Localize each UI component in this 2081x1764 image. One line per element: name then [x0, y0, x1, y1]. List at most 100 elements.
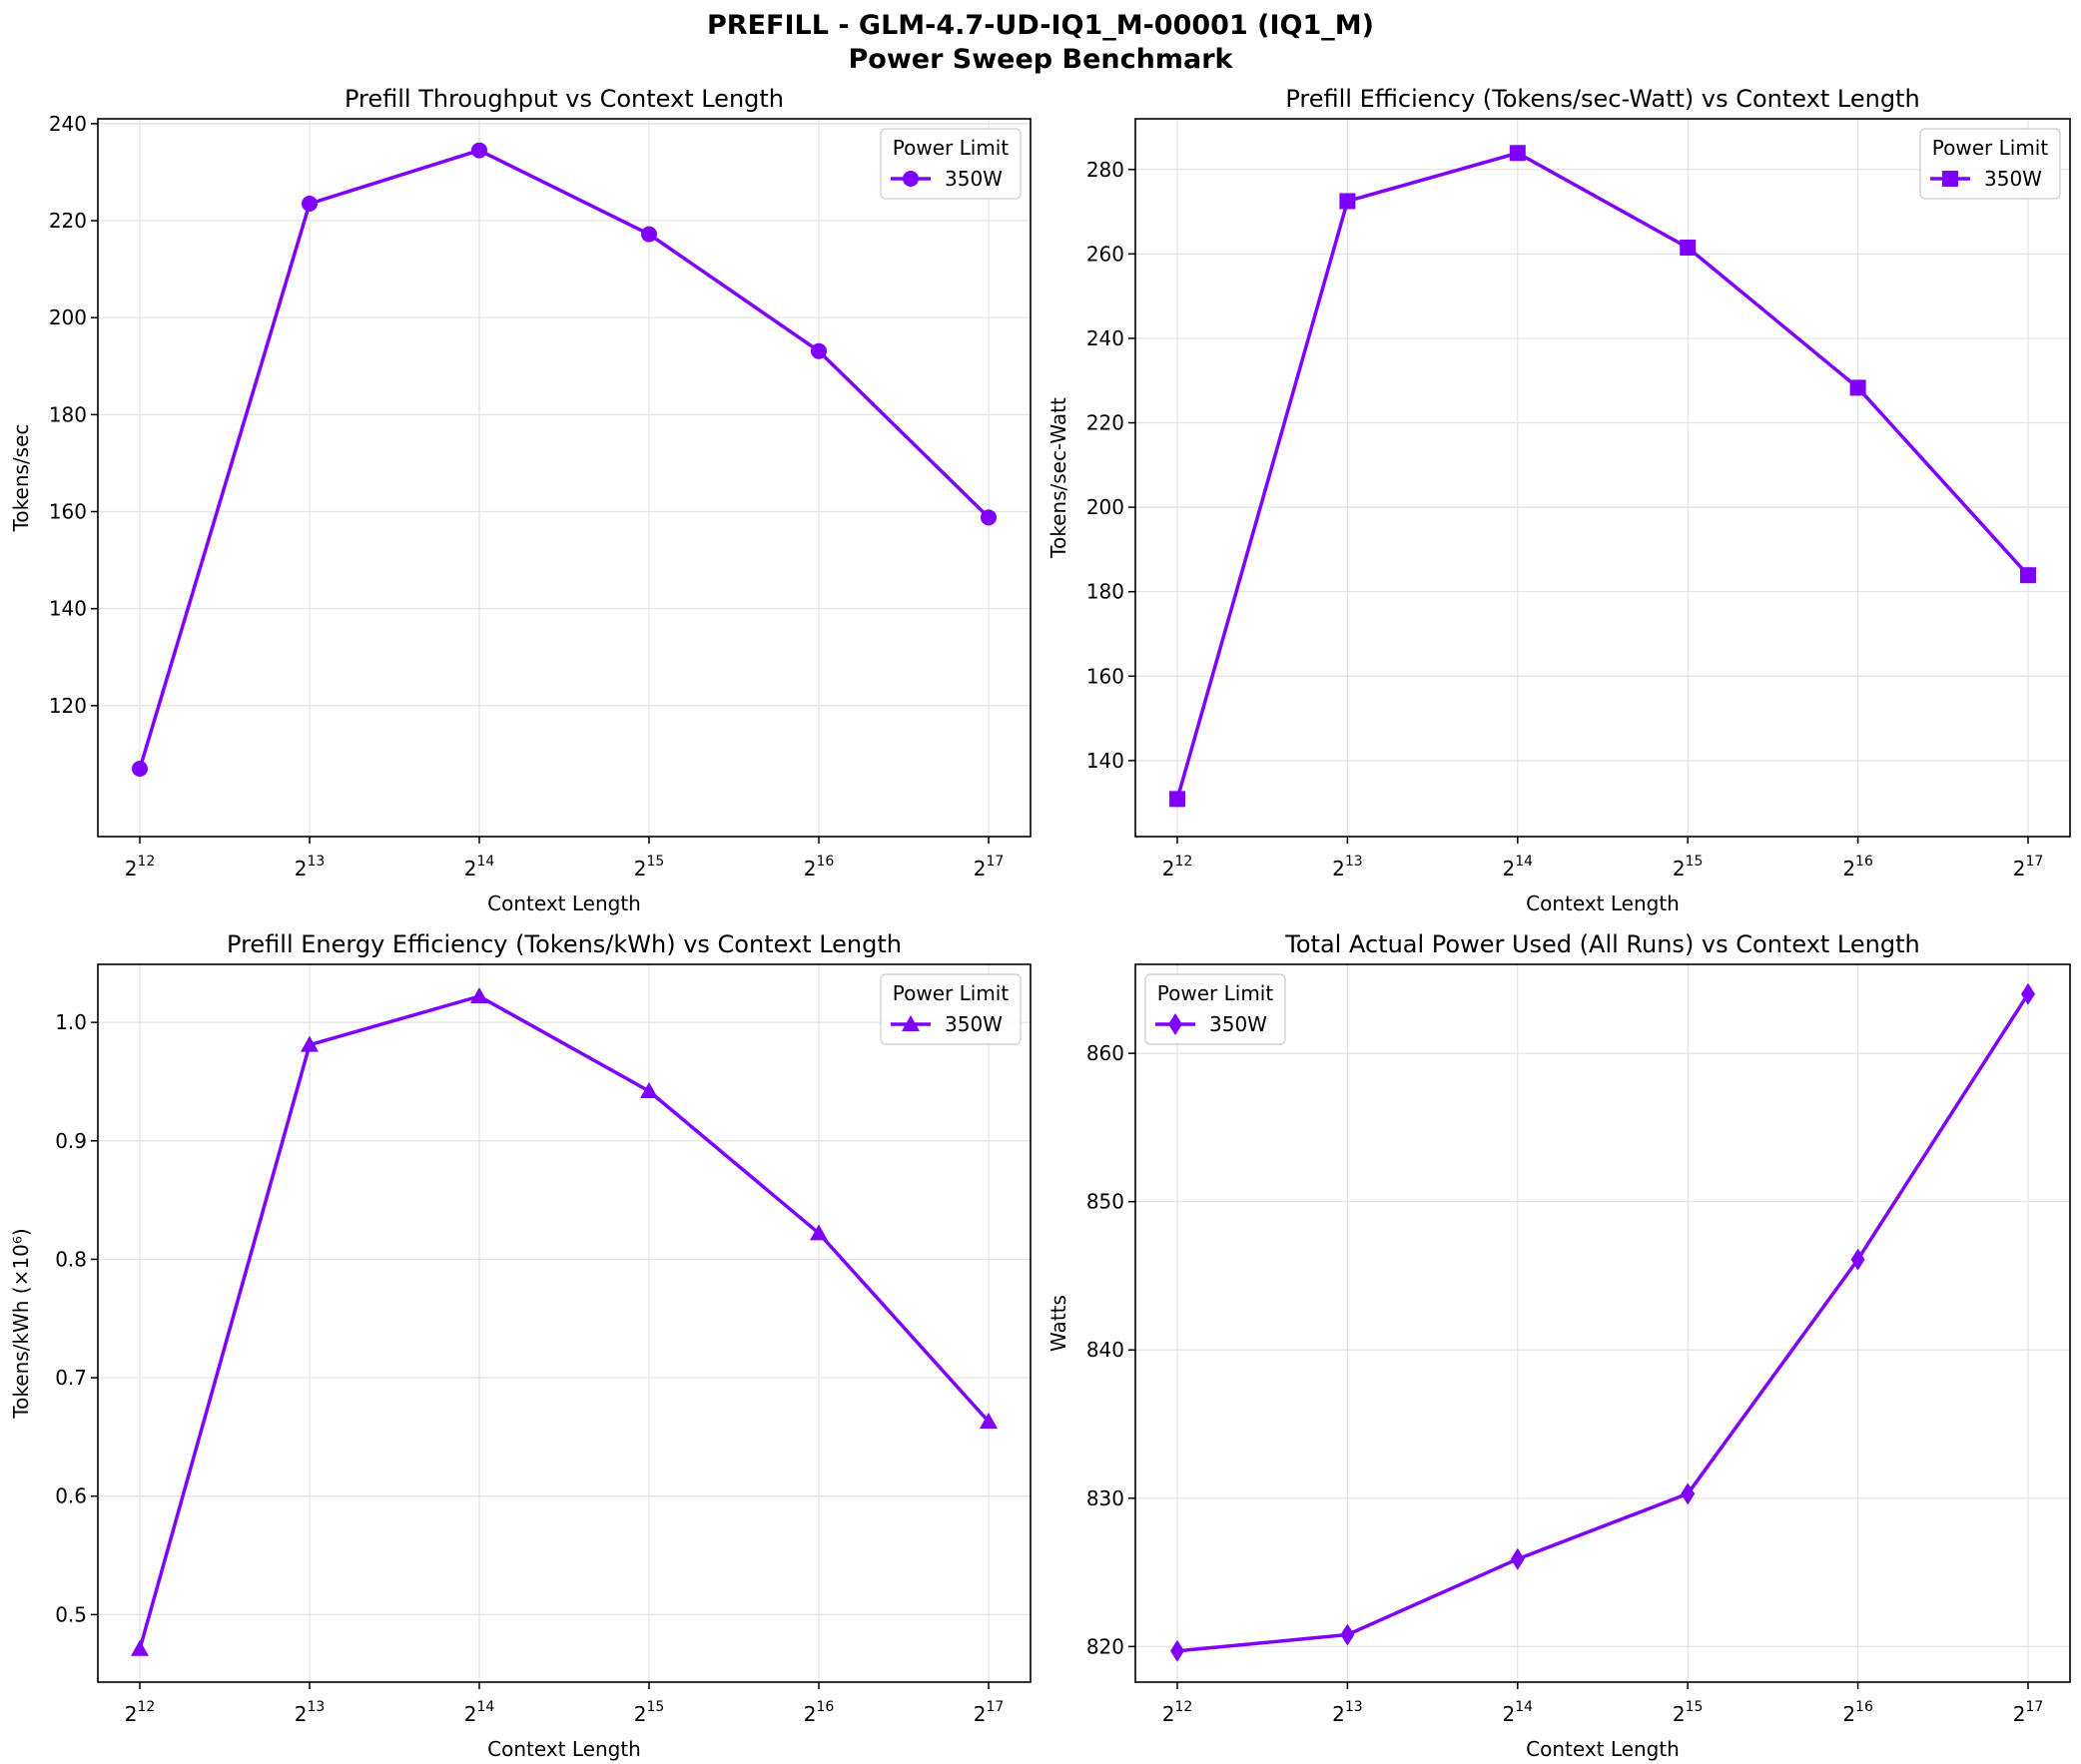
x-tick-label: 217 [974, 854, 1005, 881]
figure-title: PREFILL - GLM-4.7-UD-IQ1_M-00001 (IQ1_M) [707, 10, 1374, 41]
chart-panel-3: 212 213 214 215 216 217 0.5 0.6 0.7 0.8 0.9 1.0 Pref… [9, 930, 1032, 1761]
figure-subtitle: Power Sweep Benchmark [848, 44, 1233, 75]
legend-marker [903, 171, 919, 187]
series-line-350W [138, 148, 991, 770]
chart-title: Prefill Energy Efficiency (Tokens/kWh) v… [227, 930, 902, 958]
data-point [1510, 1547, 1525, 1570]
data-point [131, 1639, 149, 1656]
series-line-350W [1176, 992, 2030, 1653]
data-point [1340, 1623, 1355, 1646]
chart-panel-1: 212 213 214 215 216 217 120 140 160 180 200 220 240 P… [9, 85, 1032, 915]
y-tick-label: 160 [49, 500, 87, 524]
x-axis-label: Context Length [1526, 1737, 1680, 1761]
legend-marker [1168, 1013, 1182, 1035]
x-tick-label: 215 [634, 1699, 665, 1726]
y-tick-label: 160 [1086, 664, 1124, 688]
chart-title: Total Actual Power Used (All Runs) vs Co… [1284, 930, 1919, 958]
y-tick-label: 820 [1086, 1634, 1124, 1658]
chart-panel-2: 212 213 214 215 216 217 140 160 180 200 220 240 260 2… [1046, 85, 2071, 915]
data-point [811, 342, 827, 359]
x-tick-label: 216 [1842, 1699, 1873, 1726]
y-tick-label: 280 [1086, 158, 1124, 182]
y-tick-label: 120 [49, 694, 87, 718]
y-tick-label: 0.5 [55, 1602, 87, 1626]
data-point [1170, 1639, 1184, 1662]
x-tick-label: 216 [804, 1699, 835, 1726]
x-tick-label: 215 [1673, 1699, 1704, 1726]
legend-label: 350W [1209, 1012, 1267, 1036]
x-tick-label: 214 [1503, 854, 1534, 881]
y-tick-label: 0.6 [55, 1484, 87, 1508]
legend: Power Limit 350W [880, 973, 1022, 1045]
data-point [132, 760, 148, 777]
data-point [640, 1081, 658, 1098]
y-tick-label: 140 [1086, 749, 1124, 773]
x-tick-label: 216 [1842, 854, 1873, 881]
data-point [470, 987, 488, 1004]
y-tick-label: 840 [1086, 1338, 1124, 1362]
x-tick-label: 213 [295, 1699, 326, 1726]
y-tick-label: 860 [1086, 1041, 1124, 1065]
y-tick-label: 850 [1086, 1190, 1124, 1214]
data-point [302, 196, 318, 213]
data-point [1681, 1482, 1696, 1505]
y-axis-label: Tokens/kWh (×10⁶) [9, 1228, 33, 1419]
y-tick-label: 1.0 [55, 1010, 87, 1034]
data-point [981, 509, 997, 526]
series-line-350W [138, 994, 991, 1650]
legend: Power Limit 350W [1144, 973, 1286, 1045]
y-tick-label: 140 [49, 597, 87, 621]
x-tick-label: 215 [1673, 854, 1704, 881]
data-point [1680, 239, 1697, 256]
x-tick-label: 215 [634, 854, 665, 881]
data-point [1849, 379, 1866, 396]
y-tick-label: 200 [1086, 495, 1124, 519]
x-tick-label: 214 [1503, 1699, 1534, 1726]
y-tick-label: 0.9 [55, 1129, 87, 1153]
y-axis-label: Tokens/sec-Watt [1046, 397, 1070, 559]
y-axis-label: Tokens/sec [9, 424, 33, 533]
series-line-350W [1175, 151, 2030, 800]
x-tick-label: 217 [974, 1699, 1005, 1726]
x-tick-label: 212 [125, 854, 156, 881]
y-tick-label: 220 [49, 209, 87, 233]
x-tick-label: 213 [295, 854, 326, 881]
x-tick-label: 212 [1162, 854, 1193, 881]
y-tick-label: 220 [1086, 411, 1124, 435]
y-tick-label: 240 [1086, 326, 1124, 350]
x-tick-label: 214 [464, 854, 495, 881]
x-tick-label: 216 [804, 854, 835, 881]
data-point [1339, 193, 1356, 210]
y-tick-label: 200 [49, 305, 87, 329]
y-tick-label: 180 [49, 402, 87, 426]
x-tick-label: 217 [2013, 1699, 2044, 1726]
data-point [1850, 1248, 1865, 1271]
data-point [2020, 567, 2036, 584]
legend-title: Power Limit [893, 136, 1010, 160]
data-point [810, 1224, 828, 1241]
x-axis-label: Context Length [487, 1737, 641, 1761]
x-tick-label: 214 [464, 1699, 495, 1726]
legend-title: Power Limit [1932, 136, 2049, 160]
plot-frame [97, 118, 1032, 838]
legend: Power Limit 350W [880, 128, 1022, 200]
y-tick-label: 830 [1086, 1486, 1124, 1510]
data-point [1169, 791, 1185, 808]
x-tick-label: 213 [1332, 854, 1363, 881]
y-tick-label: 260 [1086, 242, 1124, 266]
legend-title: Power Limit [893, 981, 1010, 1005]
legend-marker [902, 1015, 920, 1031]
data-point [2021, 982, 2035, 1005]
x-tick-label: 212 [1162, 1699, 1193, 1726]
x-tick-label: 217 [2013, 854, 2044, 881]
data-point [301, 1035, 319, 1052]
legend-label: 350W [1984, 167, 2042, 191]
legend-marker [1942, 171, 1958, 187]
data-point [1509, 145, 1526, 162]
chart-panel-4: 212 213 214 215 216 217 820 830 840 850 860 Total A… [1046, 930, 2071, 1761]
data-point [980, 1412, 998, 1429]
chart-title: Prefill Efficiency (Tokens/sec-Watt) vs … [1285, 85, 1919, 113]
x-axis-label: Context Length [487, 891, 641, 915]
x-axis-label: Context Length [1526, 891, 1680, 915]
